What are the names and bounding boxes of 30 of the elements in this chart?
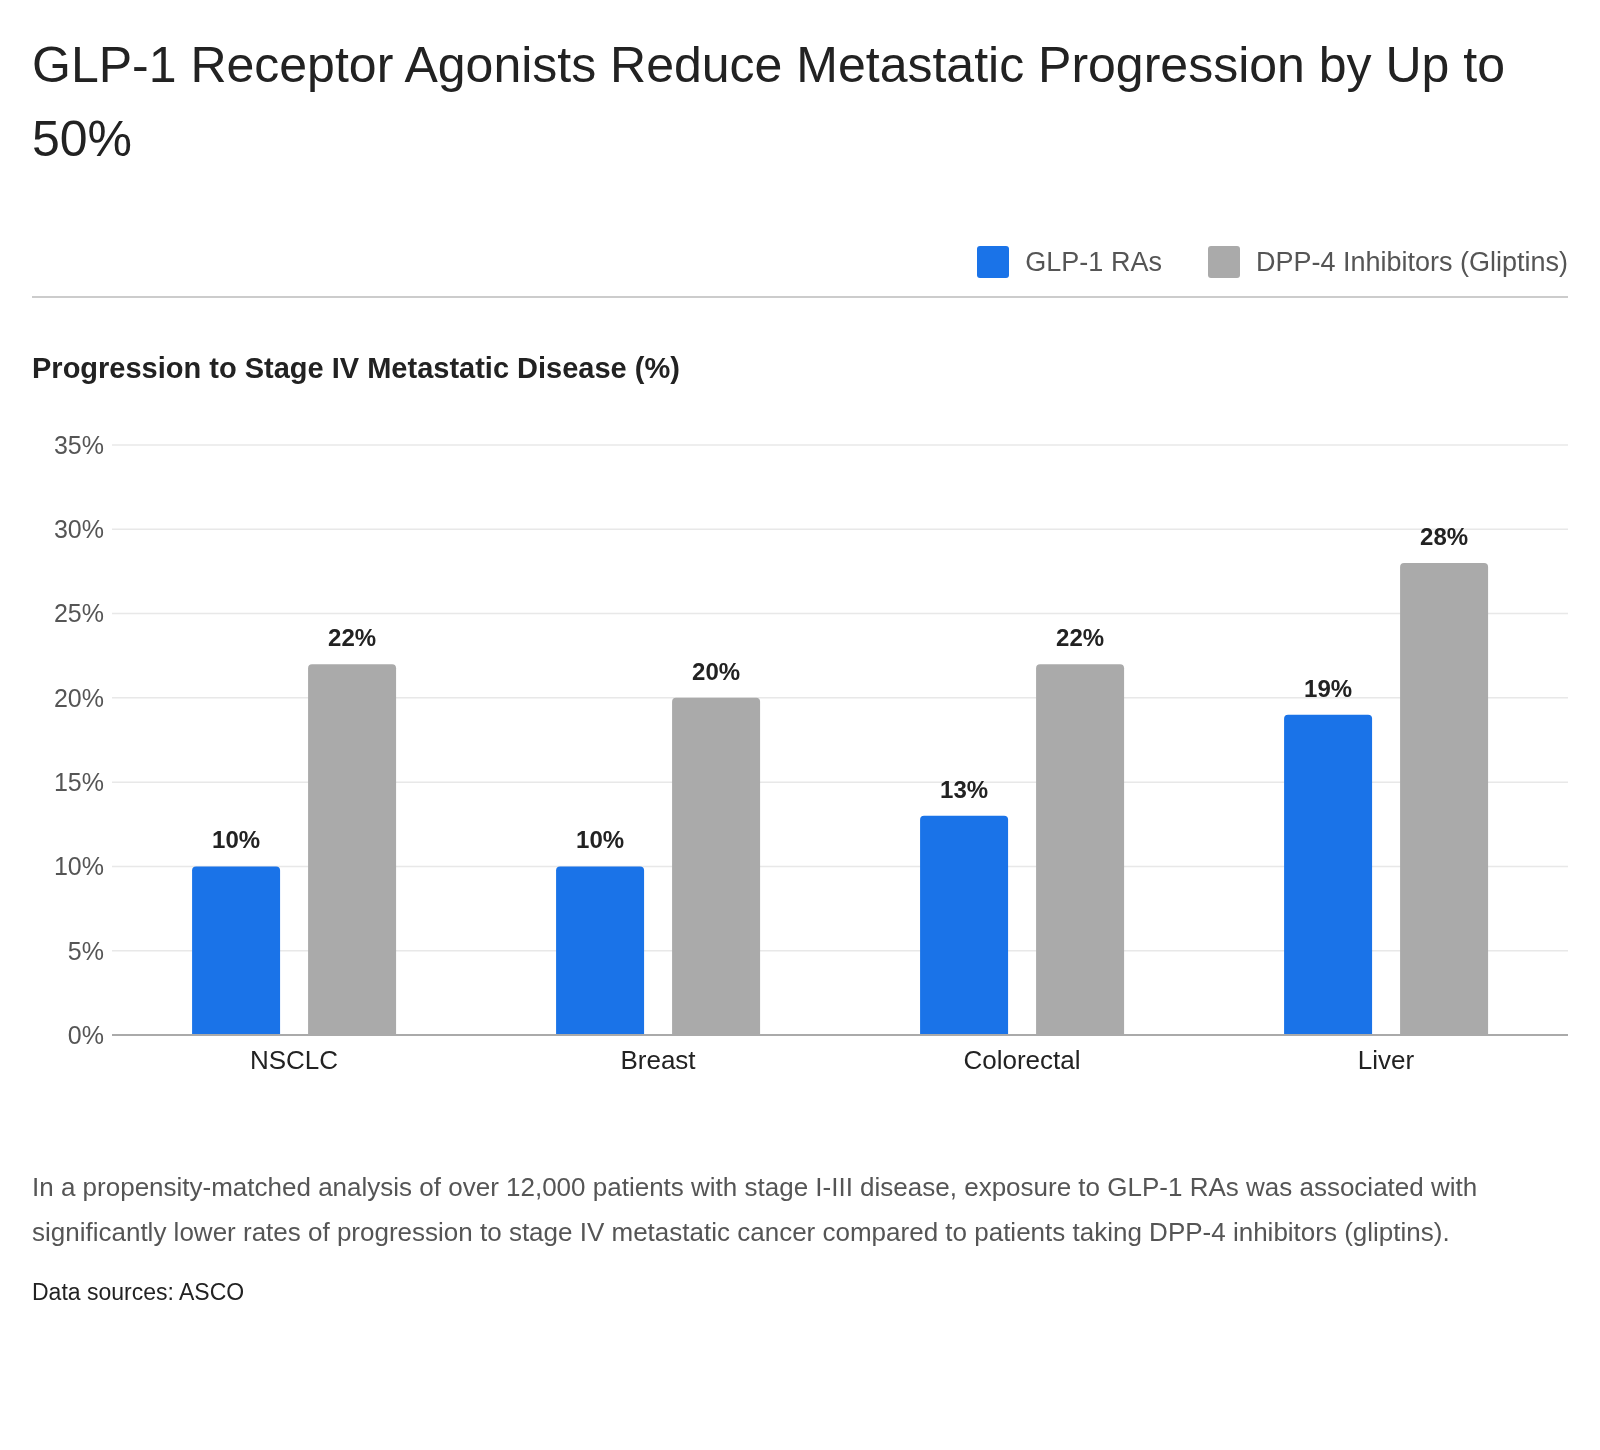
legend-label: DPP-4 Inhibitors (Gliptins) (1255, 246, 1568, 278)
x-tick-label: Colorectal (963, 1045, 1081, 1076)
y-tick-label: 5% (67, 936, 104, 965)
data-label: 28% (1420, 523, 1469, 550)
y-tick-label: 10% (53, 852, 104, 881)
data-label: 22% (328, 624, 377, 652)
legend-label: GLP-1 RAs (1025, 246, 1162, 278)
y-tick-label: 20% (53, 683, 104, 712)
text: In a propensity-matched analysis of over 12,000 patients with stage I-III disease, exposure to GLP-1 RAs was associated with significantly lower rates of progression to stage IV metastatic cancer compared to patients taking DPP-4 inhibitors (gliptins). (32, 1171, 1479, 1249)
x-tick-label: Breast (620, 1045, 697, 1076)
chart-title: GLP-1 Receptor Agonists Reduce Metastatic Progression by Up to 50% (32, 36, 1506, 169)
y-tick-label: 30% (53, 515, 104, 544)
bar (192, 866, 281, 1035)
data-label: 10% (576, 826, 625, 854)
x-tick-label: NSCLC (249, 1045, 339, 1076)
text: Data sources: ASCO (32, 1279, 246, 1306)
x-tick-label: Liver (1357, 1045, 1415, 1076)
y-tick-label: 25% (53, 599, 104, 628)
y-tick-label: 0% (67, 1020, 104, 1049)
data-label: 19% (1304, 674, 1353, 702)
data-label: 20% (692, 657, 741, 685)
y-tick-label: 35% (53, 430, 104, 459)
data-label: 13% (940, 775, 989, 803)
bar (556, 866, 645, 1035)
data-label: 22% (1056, 624, 1105, 652)
data-label: 10% (212, 826, 261, 854)
bar (920, 815, 1009, 1035)
bar (1284, 714, 1373, 1035)
y-axis-title: Progression to Stage IV Metastatic Disease (%) (32, 352, 681, 385)
y-tick-label: 15% (53, 768, 104, 797)
